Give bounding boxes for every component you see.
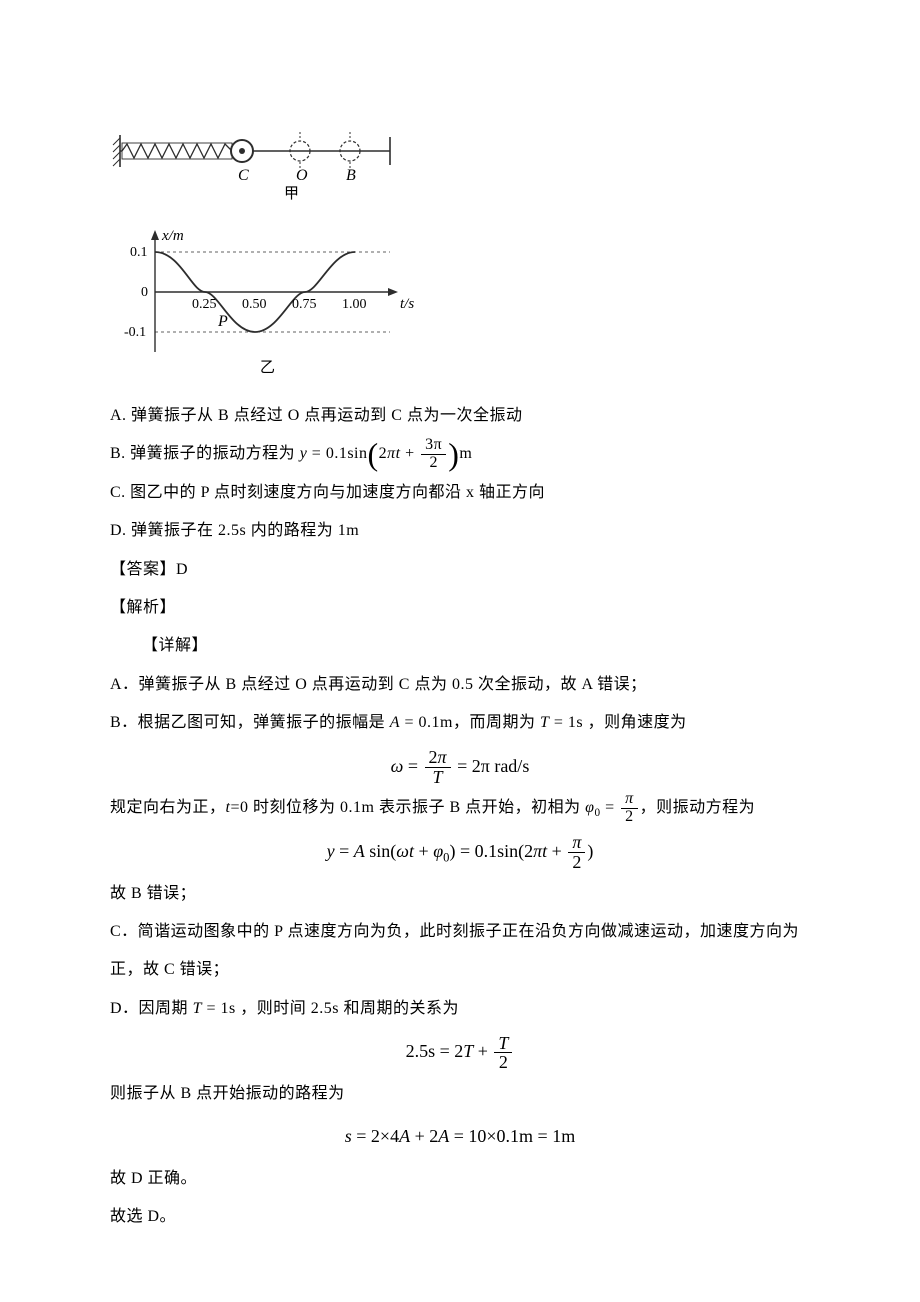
b2-pre: 规定向右为正， [110,799,226,816]
eq2-end: ) [587,841,593,861]
expl-b-wrong: 故 B 错误； [110,875,810,913]
expl-c: C．简谐运动图象中的 P 点速度方向为负，此时刻振子正在沿负方向做减速运动，加速… [110,913,810,990]
label-P: P [217,313,228,330]
caption-jia: 甲 [284,186,299,202]
eq2-den: 2 [568,853,585,872]
eq1-eq2: = 2π [453,756,495,776]
b1-Av: = 0.1m [400,714,453,731]
expl-d1: D．因周期 T = 1s ，则时间 2.5s 和周期的关系为 [110,990,810,1028]
page: C O B 甲 0.1 0 -0.1 0.25 0.50 0.75 1.00 [0,0,920,1302]
eq1-eq1: = [403,756,422,776]
option-d: D. 弹簧振子在 2.5s 内的路程为 1m [110,512,810,550]
option-c: C. 图乙中的 P 点时刻速度方向与加速度方向都沿 x 轴正方向 [110,474,810,512]
option-a: A. 弹簧振子从 B 点经过 O 点再运动到 C 点为一次全振动 [110,397,810,435]
optb-2: 2 [379,445,388,462]
eq2-eqA: = [335,841,354,861]
eq2-pi: π [533,841,542,861]
xtick-075: 0.75 [292,297,317,312]
eq3-p: + [473,1041,492,1061]
expl-b2: 规定向右为正，t=0 时刻位移为 0.1m 表示振子 B 点开始，初相为 φ0 … [110,789,810,827]
eq1-den: T [425,768,451,787]
expl-a: A．弹簧振子从 B 点经过 O 点再运动到 C 点为 0.5 次全振动，故 A … [110,666,810,704]
d1-Tv: = 1s ，则时间 2.5s 和周期的关系为 [202,1000,459,1017]
eq2-om: ω [396,841,409,861]
eq4-A1: A [399,1126,410,1146]
b1-Tv: = 1s ，则角速度为 [549,714,686,731]
eq2-p: + [414,841,433,861]
eq4-r1: = 2×4 [352,1126,399,1146]
spring-diagram: C O B 甲 [110,126,410,202]
eq2-cl: ) = 0.1sin(2 [449,841,533,861]
d1-T: T [193,1000,202,1017]
eq3-lhs: 2.5s = 2 [406,1041,464,1061]
eq4-r2: + 2 [410,1126,438,1146]
eq-omega: ω = 2πT = 2π rad/s [110,743,810,790]
label-C: C [238,167,249,184]
xtick-100: 1.00 [342,297,367,312]
label-B: B [346,167,356,184]
figure-jia: C O B 甲 [110,126,810,202]
eq2-sin: sin( [365,841,397,861]
eq1-lhs: ω [391,756,404,776]
label-O: O [296,167,308,184]
b2-post: ，则振动方程为 [640,799,756,816]
eq3-den: 2 [494,1053,512,1072]
eq-s: s = 2×4A + 2A = 10×0.1m = 1m [110,1113,810,1160]
eq-y: y = A sin(ωt + φ0) = 0.1sin(2πt + π2) [110,828,810,875]
optb-pre: B. 弹簧振子的振动方程为 [110,445,300,462]
b2-eq: = [601,799,620,816]
optb-pi: π [387,445,396,462]
optb-eq: = 0.1sin [307,445,367,462]
ytick-n01: -0.1 [124,325,146,340]
eq3-num: T [494,1034,512,1054]
expl-d-right: 故 D 正确。 [110,1160,810,1198]
optb-unit: m [459,445,472,462]
ytick-0: 0 [141,285,148,300]
eq-25s: 2.5s = 2T + T2 [110,1028,810,1075]
final: 故选 D。 [110,1198,810,1236]
optb-num: 3π [421,437,446,455]
eq2-A: A [354,841,365,861]
d1-pre: D．因周期 [110,1000,193,1017]
expl-b1: B．根据乙图可知，弹簧振子的振幅是 A = 0.1m，而周期为 T = 1s ，… [110,704,810,742]
eq2-p2: + [547,841,566,861]
eq4-s: s [345,1126,352,1146]
eq4-r3: = 10×0.1m = 1m [449,1126,575,1146]
b1-T: T [540,714,549,731]
xtick-050: 0.50 [242,297,267,312]
jiexi: 【解析】 [110,589,810,627]
expl-d2: 则振子从 B 点开始振动的路程为 [110,1075,810,1113]
b2-num: π [621,791,638,809]
optb-den: 2 [421,455,446,472]
figure-yi: 0.1 0 -0.1 0.25 0.50 0.75 1.00 x/m t/s P… [110,222,810,377]
b2-den: 2 [621,809,638,826]
answer: 【答案】D [110,551,810,589]
b1-mid: ，而周期为 [453,714,540,731]
b2-mid1: =0 时刻位移为 0.1m 表示振子 B 点开始，初相为 [230,799,585,816]
xiangjie: 【详解】 [110,627,810,665]
eq4-A2: A [438,1126,449,1146]
eq2-y: y [327,841,335,861]
eq3-T: T [463,1041,473,1061]
eq1-unit: rad/s [494,756,529,776]
ylabel: x/m [161,228,184,244]
eq2-num: π [568,833,585,853]
eq2-phi: φ [433,841,443,861]
caption-yi: 乙 [260,360,275,376]
xtick-025: 0.25 [192,297,217,312]
b1-pre: B．根据乙图可知，弹簧振子的振幅是 [110,714,390,731]
xt-graph: 0.1 0 -0.1 0.25 0.50 0.75 1.00 x/m t/s P… [110,222,430,377]
option-b: B. 弹簧振子的振动方程为 y = 0.1sin(2πt + 3π2)m [110,435,810,473]
ytick-01: 0.1 [130,245,148,260]
optb-plus: + [401,445,420,462]
xlabel: t/s [400,296,414,312]
b1-A: A [390,714,400,731]
